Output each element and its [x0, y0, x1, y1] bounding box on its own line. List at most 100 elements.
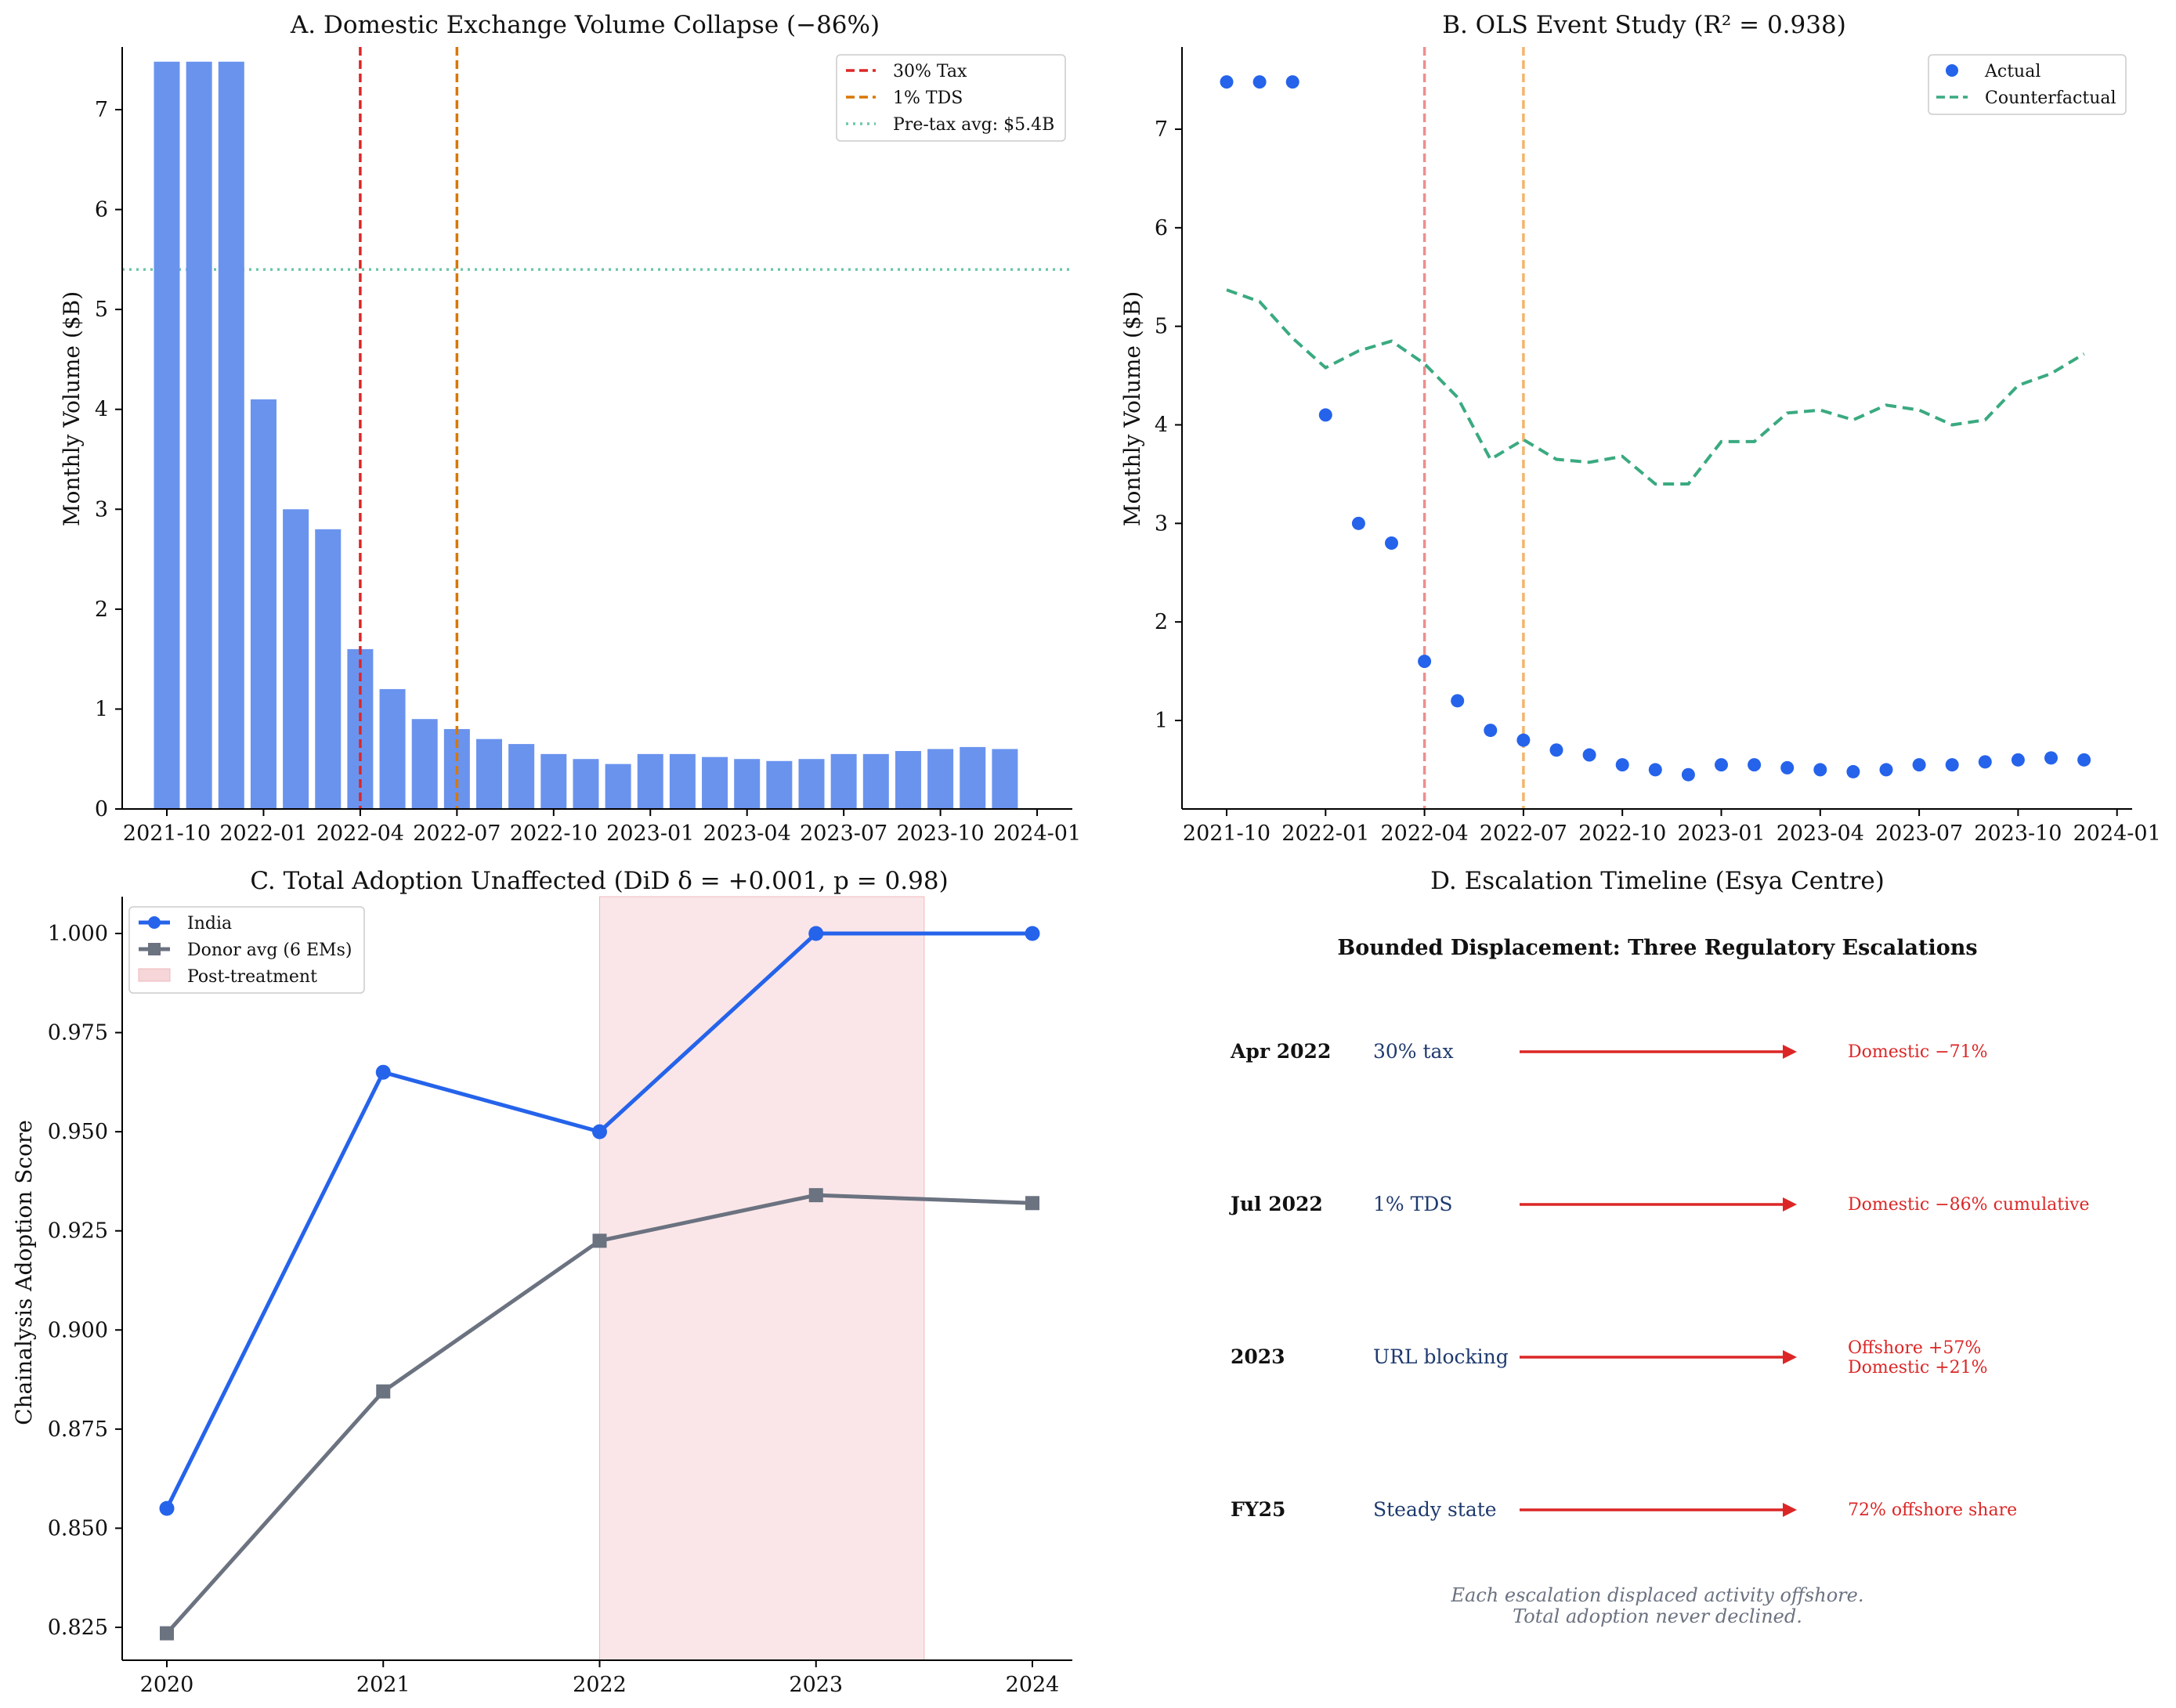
x-tick-label: 2023-01: [1677, 822, 1765, 846]
x-tick-label: 2023-07: [1875, 822, 1963, 846]
panel-a-ylabel: Monthly Volume ($B): [59, 291, 85, 526]
volume-bar: [315, 529, 342, 809]
volume-bar: [927, 749, 954, 809]
volume-bar: [734, 759, 761, 809]
legend-india-label: India: [187, 914, 232, 933]
actual-point: [1385, 536, 1398, 550]
volume-bar: [154, 61, 180, 809]
x-tick-label: 2022: [573, 1673, 627, 1697]
volume-bar: [540, 753, 567, 809]
panel-c-legend: India Donor avg (6 EMs) Post-treatment: [128, 906, 365, 994]
timeline-row-2: Jul 2022 1% TDS Domestic −86% cumulative: [1229, 1193, 2090, 1215]
volume-bar: [476, 738, 502, 809]
post-treatment-shade: [599, 896, 925, 1661]
actual-point: [1418, 655, 1432, 668]
y-tick-label: 3: [1155, 511, 1168, 536]
panel-a-vlines: [359, 47, 459, 809]
x-tick-label: 2022-01: [1281, 822, 1369, 846]
panel-a-bars: [154, 61, 1018, 809]
donor-marker: [160, 1626, 174, 1641]
y-tick-label: 0.925: [48, 1219, 108, 1244]
actual-point: [1351, 516, 1365, 530]
timeline-row-3: 2023 URL blocking Offshore +57% Domestic…: [1231, 1338, 1988, 1378]
panel-c-title: C. Total Adoption Unaffected (DiD δ = +0…: [250, 867, 948, 895]
actual-point: [1879, 763, 1893, 777]
timeline-row-4: FY25 Steady state 72% offshore share: [1231, 1498, 2017, 1521]
y-tick-label: 2: [95, 598, 108, 622]
panel-b-yticks: 1 2 3 4 5 6 7: [1155, 117, 1182, 733]
row-2-effect: Domestic −86% cumulative: [1848, 1195, 2090, 1215]
actual-point: [2044, 751, 2058, 765]
x-tick-label: 2023-10: [896, 822, 984, 846]
india-marker: [375, 1064, 391, 1080]
panel-d-title: D. Escalation Timeline (Esya Centre): [1430, 867, 1885, 895]
timeline-row-1: Apr 2022 30% tax Domestic −71%: [1230, 1040, 1988, 1063]
volume-bar: [283, 509, 309, 809]
actual-point: [1615, 758, 1629, 772]
x-tick-label: 2023: [789, 1673, 843, 1697]
legend-donor-marker: [148, 943, 161, 955]
volume-bar: [508, 744, 535, 809]
panel-a-xticks: 2021-10 2022-01 2022-04 2022-07 2022-10 2023-…: [123, 809, 1081, 846]
volume-bar: [895, 751, 921, 809]
panel-b-vlines: [1422, 47, 1525, 809]
panel-c-markers: [159, 926, 1040, 1641]
x-tick-label: 2024: [1006, 1673, 1060, 1697]
x-tick-label: 2021-10: [1183, 822, 1271, 846]
actual-point: [2011, 753, 2025, 767]
volume-bar: [766, 760, 793, 809]
row-3-effect-domestic: Domestic +21%: [1848, 1358, 1988, 1378]
row-1-arrowhead-icon: [1783, 1045, 1797, 1059]
legend-tax-label: 30% Tax: [893, 62, 967, 81]
donor-marker: [1025, 1196, 1039, 1211]
actual-point: [1846, 764, 1860, 778]
panel-a-yticks: 0 1 2 3 4 5 6 7: [95, 98, 122, 822]
actual-point: [1715, 758, 1728, 772]
actual-point: [1681, 767, 1695, 782]
y-tick-label: 5: [95, 298, 108, 322]
legend-actual-label: Actual: [1984, 62, 2040, 81]
row-4-date: FY25: [1231, 1498, 1285, 1521]
y-tick-label: 1.000: [48, 922, 108, 946]
india-marker: [159, 1500, 175, 1516]
panel-b-xticks: 2021-10 2022-01 2022-04 2022-07 2022-10 2023-…: [1183, 809, 2161, 846]
panel-c: C. Total Adoption Unaffected (DiD δ = +0…: [11, 867, 1072, 1697]
row-2-arrowhead-icon: [1783, 1197, 1797, 1211]
y-tick-label: 7: [1155, 117, 1168, 142]
volume-bar: [830, 753, 857, 809]
india-marker: [808, 926, 824, 941]
x-tick-label: 2022-04: [1380, 822, 1468, 846]
actual-point: [1978, 755, 1992, 769]
panel-c-ylabel: Chainalysis Adoption Score: [11, 1120, 37, 1425]
row-4-effect: 72% offshore share: [1848, 1500, 2017, 1520]
x-tick-label: 2022-07: [1480, 822, 1567, 846]
panel-c-xticks: 2020 2021 2022 2023 2024: [140, 1660, 1060, 1697]
y-tick-label: 2: [1155, 610, 1168, 634]
panel-c-yticks: 0.825 0.850 0.875 0.900 0.925 0.950 0.975 1.000: [48, 922, 122, 1640]
volume-bar: [862, 753, 889, 809]
y-tick-label: 0.825: [48, 1616, 108, 1640]
volume-bar: [798, 759, 825, 809]
panel-a-legend-box: [836, 54, 1066, 142]
volume-bar: [250, 399, 277, 809]
y-tick-label: 0.875: [48, 1417, 108, 1442]
panel-b-legend: Actual Counterfactual: [1928, 54, 2127, 115]
actual-point: [1648, 763, 1662, 777]
y-tick-label: 4: [95, 398, 108, 422]
panel-d-footer-line-2: Total adoption never declined.: [1513, 1605, 1802, 1627]
x-tick-label: 2020: [140, 1673, 194, 1697]
legend-shade-swatch: [138, 968, 171, 982]
actual-point: [1549, 743, 1563, 757]
panel-b-points: [1220, 75, 2091, 782]
row-1-date: Apr 2022: [1230, 1040, 1331, 1063]
volume-bar: [992, 749, 1018, 809]
y-tick-label: 7: [95, 98, 108, 122]
actual-point: [1582, 748, 1596, 762]
legend-actual-swatch: [1946, 64, 1958, 77]
x-tick-label: 2022-10: [1578, 822, 1666, 846]
volume-bar: [669, 753, 696, 809]
x-tick-label: 2022-10: [510, 822, 598, 846]
volume-bar: [379, 688, 406, 809]
x-tick-label: 2023-07: [800, 822, 887, 846]
